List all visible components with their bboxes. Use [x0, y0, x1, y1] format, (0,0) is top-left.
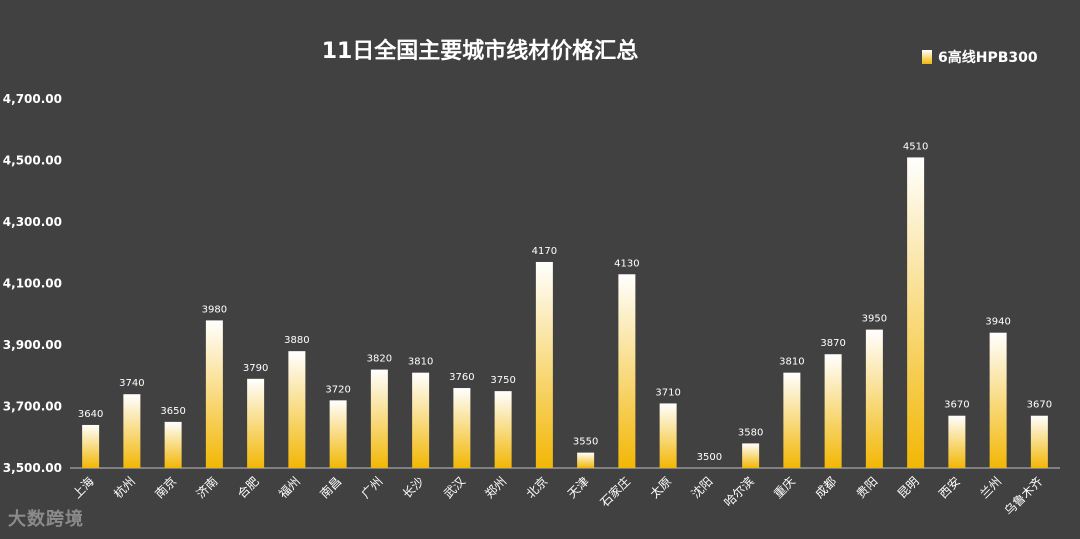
bar-value-label: 3580: [738, 427, 763, 438]
chart-title: 11日全国主要城市线材价格汇总: [322, 38, 639, 64]
bar: [247, 378, 265, 468]
bar-value-label: 3880: [284, 335, 309, 346]
bar: [1030, 415, 1048, 468]
bar: [82, 424, 100, 468]
bar: [907, 157, 925, 469]
legend: 6高线HPB300: [922, 49, 1038, 66]
bar-value-label: 3550: [573, 437, 598, 448]
watermark: 大数跨境: [8, 511, 84, 529]
x-category-label: 重庆: [771, 474, 798, 501]
y-tick-label: 4,700.00: [3, 92, 62, 106]
x-category-label: 太原: [647, 474, 675, 502]
bar-value-label: 3950: [862, 314, 887, 325]
bar-value-label: 3720: [325, 384, 350, 395]
bar: [618, 274, 636, 468]
bar-value-label: 4170: [532, 246, 557, 257]
bar-value-label: 3640: [78, 409, 103, 420]
bars: [82, 157, 1048, 469]
bar: [329, 400, 347, 468]
bar-value-label: 3710: [655, 387, 680, 398]
bar-value-label: 3740: [119, 378, 144, 389]
x-category-label: 上海: [69, 474, 97, 502]
x-category-label: 成都: [812, 474, 839, 501]
x-category-label: 兰州: [977, 474, 1004, 501]
bar-value-label: 3650: [160, 406, 185, 417]
x-category-label: 哈尔滨: [721, 474, 757, 510]
bar: [453, 388, 471, 468]
bar: [412, 372, 430, 468]
x-category-label: 乌鲁木齐: [1001, 474, 1046, 519]
x-category-label: 昆明: [895, 474, 922, 501]
y-tick-label: 4,300.00: [3, 215, 62, 229]
bar-value-label: 3670: [944, 400, 969, 411]
bar-value-label: 3750: [490, 375, 515, 386]
bar: [659, 403, 677, 468]
bar: [989, 332, 1007, 468]
bar-value-label: 3820: [367, 354, 392, 365]
y-tick-label: 3,900.00: [3, 338, 62, 352]
bar: [824, 354, 842, 468]
y-tick-label: 4,100.00: [3, 277, 62, 291]
x-category-label: 杭州: [110, 474, 138, 502]
y-axis: 3,500.00 3,700.00 3,900.00 4,100.00 4,300.00…: [3, 92, 62, 475]
bar-value-label: 3940: [985, 317, 1010, 328]
x-category-label: 广州: [359, 474, 386, 501]
x-category-label: 北京: [524, 474, 551, 501]
bar: [494, 391, 512, 468]
x-category-label: 贵阳: [854, 474, 881, 501]
x-category-label: 天津: [565, 474, 592, 501]
bar: [123, 394, 141, 468]
x-category-label: 西安: [935, 474, 963, 502]
bar-value-label: 3810: [408, 357, 433, 368]
bar: [288, 351, 306, 468]
legend-label: 6高线HPB300: [938, 49, 1038, 66]
bar: [742, 443, 760, 468]
x-axis: 上海 杭州 南京 济南 合肥 福州 南昌 广州 长沙 武汉 郑州 北京 天津 石家庄 太原 沈阳 哈尔滨 重庆 成都…: [69, 474, 1045, 519]
bar-value-label: 3760: [449, 372, 474, 383]
bar-value-label: 3500: [697, 452, 722, 463]
x-category-label: 济南: [193, 474, 221, 502]
x-category-label: 石家庄: [597, 474, 633, 510]
x-category-label: 长沙: [400, 474, 427, 501]
y-tick-label: 3,700.00: [3, 400, 62, 414]
watermark-text: 大数跨境: [8, 509, 84, 530]
y-tick-label: 3,500.00: [3, 461, 62, 475]
bar: [783, 372, 801, 468]
x-category-label: 沈阳: [688, 474, 716, 502]
x-category-label: 合肥: [234, 474, 262, 502]
bar-value-label: 4510: [903, 141, 928, 152]
x-category-label: 南昌: [317, 474, 345, 502]
x-category-label: 郑州: [482, 474, 510, 502]
bar: [577, 452, 595, 468]
bar-value-label: 3980: [202, 304, 227, 315]
bar: [370, 369, 388, 468]
bar-value-label: 4130: [614, 258, 639, 269]
bar-value-label: 3870: [820, 338, 845, 349]
bar: [205, 320, 223, 468]
x-category-label: 南京: [152, 474, 180, 502]
legend-swatch: [922, 50, 932, 64]
x-category-label: 福州: [275, 474, 303, 502]
bar-value-label: 3810: [779, 357, 804, 368]
value-labels: 3640 3740 3650 3980 3790 3880 3720 3820 3810 3760…: [78, 141, 1052, 463]
bar: [865, 329, 883, 468]
y-tick-label: 4,500.00: [3, 154, 62, 168]
bar-value-label: 3790: [243, 363, 268, 374]
bar: [164, 421, 182, 468]
bar: [535, 261, 553, 468]
bar-value-label: 3670: [1027, 400, 1052, 411]
x-category-label: 武汉: [441, 474, 468, 501]
bar: [948, 415, 966, 468]
